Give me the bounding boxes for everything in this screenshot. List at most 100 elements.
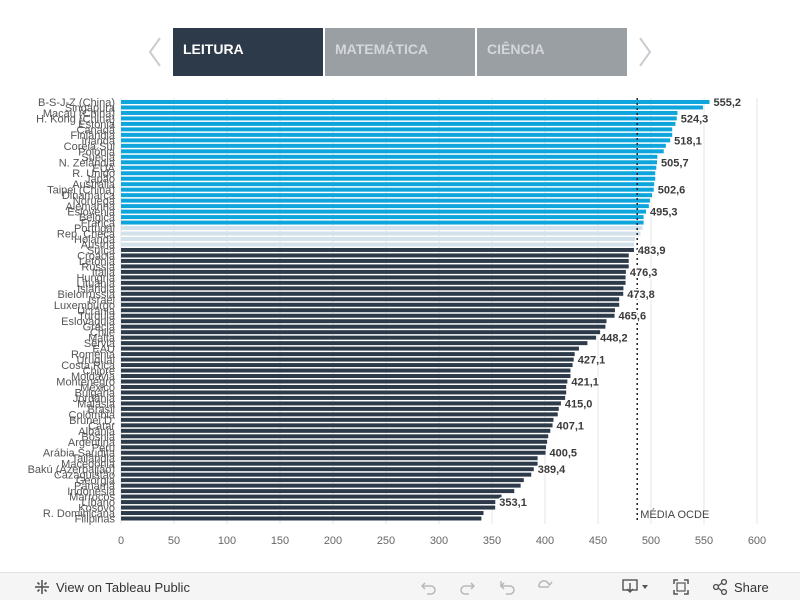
bar [121, 110, 678, 115]
bar [121, 511, 484, 516]
category-label: Portugal [74, 223, 115, 235]
bar [121, 308, 615, 313]
view-on-tableau-link[interactable]: View on Tableau Public [34, 579, 190, 595]
category-label: Eslováquia [61, 316, 116, 328]
share-label: Share [734, 579, 769, 595]
category-label: Malta [88, 333, 116, 345]
category-label: Áustria [81, 238, 116, 251]
bar [121, 417, 554, 422]
bar [121, 428, 551, 433]
bar [121, 215, 644, 220]
data-label: 483,9 [638, 245, 666, 257]
category-label: Brunei D. [69, 415, 115, 427]
bar [121, 264, 629, 269]
bar [121, 247, 634, 252]
bar [121, 319, 607, 324]
category-label: Finlândia [70, 130, 116, 142]
category-label: Dinamarca [62, 190, 116, 202]
redo-icon[interactable] [458, 578, 476, 596]
bar [121, 494, 502, 499]
bars [121, 100, 710, 521]
category-label: Hungria [76, 272, 115, 284]
x-axis-ticks: 0 50 100 150 200 250 300 350 400 450 500 550 600 [118, 535, 766, 547]
bar [121, 204, 649, 209]
data-label: 407,1 [557, 420, 585, 432]
bar [121, 105, 703, 110]
fullscreen-icon[interactable] [672, 578, 690, 596]
category-label: R. Unido [72, 168, 115, 180]
category-label: Suécia [81, 152, 116, 164]
data-label: 353,1 [499, 497, 527, 509]
bar [121, 379, 568, 384]
category-label: N. Zelândia [59, 157, 116, 169]
x-tick-label: 200 [324, 535, 342, 547]
data-label: 555,2 [714, 97, 742, 109]
undo-icon[interactable] [420, 578, 438, 596]
category-label: Croácia [77, 250, 116, 262]
category-label: Chipre [83, 366, 115, 378]
category-label: EUA [92, 163, 115, 175]
category-label: Bélgica [79, 212, 116, 224]
category-label: Peru [92, 442, 115, 454]
category-label: Turquia [78, 311, 116, 323]
category-label: Estónia [78, 119, 116, 131]
share-button[interactable]: Share [712, 579, 769, 595]
bar [121, 297, 620, 302]
category-label: Lituânia [76, 278, 115, 290]
refresh-icon[interactable] [536, 578, 554, 596]
bar [121, 275, 626, 280]
category-label: Rússia [81, 261, 116, 273]
x-tick-label: 550 [695, 535, 713, 547]
bar [121, 171, 656, 176]
data-label: 427,1 [578, 355, 606, 367]
download-icon[interactable] [622, 578, 652, 596]
bar [121, 423, 553, 428]
revert-icon[interactable] [498, 578, 516, 596]
data-labels: 555,2 524,3 518,1 505,7 502,6 495,3 483,9 476,3… [498, 95, 743, 510]
category-label: Jordânia [73, 393, 116, 405]
category-label: Irlanda [81, 135, 116, 147]
data-label: 495,3 [650, 207, 678, 219]
category-label: Canadá [76, 124, 115, 136]
category-label: Itália [92, 267, 116, 279]
bar [121, 198, 650, 203]
bar [121, 165, 657, 170]
bar [121, 176, 656, 181]
bar [121, 286, 624, 291]
category-label: Suíça [87, 245, 116, 257]
category-label: Holanda [74, 234, 116, 246]
bar [121, 226, 643, 231]
bar [121, 467, 534, 472]
category-label: Singapura [65, 102, 116, 114]
next-arrow-icon[interactable] [635, 34, 655, 70]
x-tick-label: 600 [748, 535, 766, 547]
category-label: Bakú (Azerbaijão) [28, 464, 115, 476]
category-label: México [80, 382, 115, 394]
tab-ciencia[interactable]: CIÊNCIA [477, 28, 627, 76]
tableau-footer: View on Tableau Public Share [0, 572, 800, 600]
bar [121, 127, 673, 132]
bar [121, 401, 561, 406]
bar [121, 138, 671, 143]
previous-arrow-icon[interactable] [145, 34, 165, 70]
tab-matematica[interactable]: MATEMÁTICA [325, 28, 475, 76]
tab-leitura[interactable]: LEITURA [173, 28, 323, 76]
bar [121, 220, 644, 225]
data-label: 400,5 [550, 448, 578, 460]
data-label: 502,6 [658, 185, 686, 197]
bar [121, 149, 664, 154]
category-label: Costa Rica [61, 360, 116, 372]
bar [121, 357, 574, 362]
category-label: Ucrânia [77, 305, 116, 317]
x-tick-label: 350 [483, 535, 501, 547]
category-label: Grécia [83, 322, 116, 334]
bar [121, 242, 635, 247]
bar [121, 445, 547, 450]
bar [121, 406, 559, 411]
bar [121, 291, 624, 296]
data-label: 476,3 [630, 267, 658, 279]
bar [121, 434, 549, 439]
bar [121, 335, 597, 340]
bar [121, 237, 636, 241]
category-label: EAU [92, 344, 115, 356]
